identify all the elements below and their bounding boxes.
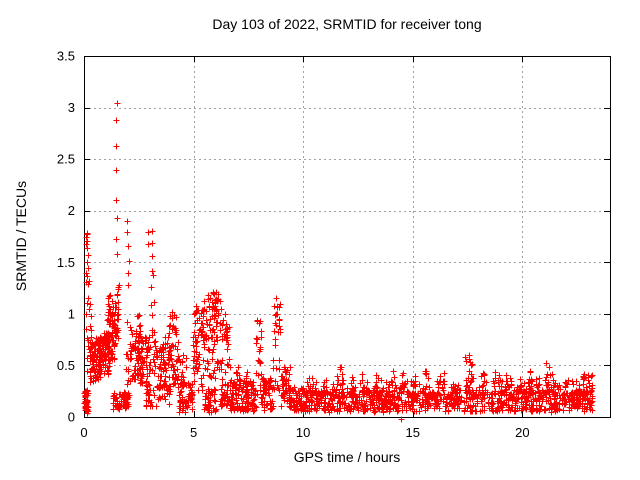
y-tick-label: 0 <box>68 410 75 425</box>
grid-lines <box>84 56 610 417</box>
x-axis-label: GPS time / hours <box>293 449 401 465</box>
y-tick-label: 3.5 <box>57 49 75 64</box>
y-tick-label: 1 <box>68 306 75 321</box>
x-tick-label: 15 <box>406 425 420 440</box>
data-points <box>81 100 596 423</box>
x-tick-label: 20 <box>515 425 529 440</box>
y-tick-label: 2.5 <box>57 152 75 167</box>
y-tick-label: 0.5 <box>57 358 75 373</box>
chart-title: Day 103 of 2022, SRMTID for receiver ton… <box>212 16 482 32</box>
y-tick-label: 3 <box>68 100 75 115</box>
y-tick-label: 2 <box>68 203 75 218</box>
x-tick-label: 5 <box>190 425 197 440</box>
y-tick-label: 1.5 <box>57 255 75 270</box>
x-tick-label: 0 <box>80 425 87 440</box>
x-tick-label: 10 <box>296 425 310 440</box>
